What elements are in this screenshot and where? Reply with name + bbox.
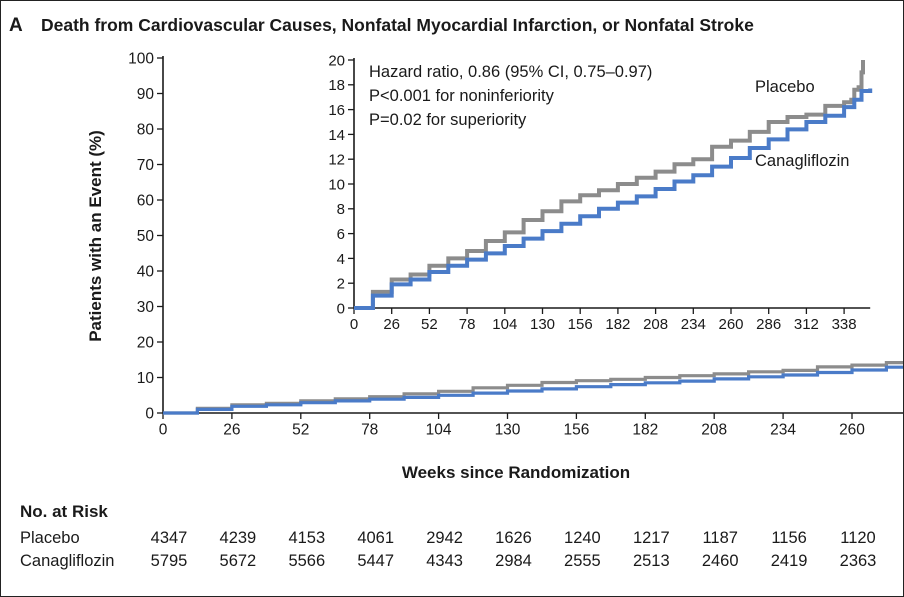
main-y-tick-label: 60 <box>137 193 155 210</box>
chart-title: Death from Cardiovascular Causes, Nonfat… <box>41 15 754 35</box>
inset-y-tick-label: 12 <box>328 152 345 169</box>
risk-cell: 2513 <box>633 552 670 570</box>
risk-cell: 1626 <box>495 529 532 547</box>
main-x-tick-label: 26 <box>223 422 240 439</box>
main-y-tick-label: 30 <box>137 299 155 316</box>
main-x-tick-label: 104 <box>426 422 452 439</box>
inset-y-tick-label: 8 <box>337 201 345 218</box>
inset-y-tick-label: 6 <box>337 226 345 243</box>
inset-y-tick-label: 2 <box>337 276 345 293</box>
inset-x-tick-label: 0 <box>350 316 358 333</box>
inset-x-tick-label: 286 <box>756 316 781 333</box>
risk-cell: 1120 <box>840 529 875 547</box>
inset-series-canagliflozin-line <box>354 88 873 310</box>
risk-table: Placebo 4347 4239 4153 4061 2942 1626 1240 1217 1… <box>20 529 877 570</box>
risk-cell: 2984 <box>495 552 532 570</box>
inset-annotation-hr: Hazard ratio, 0.86 (95% CI, 0.75–0.97) <box>369 63 652 81</box>
inset-x-tick-label: 104 <box>492 316 517 333</box>
risk-row-label: Canagliflozin <box>20 552 114 570</box>
main-series-placebo-line <box>163 361 903 415</box>
main-x-tick-label: 52 <box>292 422 309 439</box>
risk-cell: 2419 <box>771 552 808 570</box>
inset-x-tick-label: 26 <box>383 316 400 333</box>
risk-cell: 2555 <box>564 552 601 570</box>
inset-x-tick-label: 260 <box>718 316 743 333</box>
risk-table-heading: No. at Risk <box>20 502 108 521</box>
main-y-tick-label: 90 <box>137 86 155 103</box>
risk-cell: 1217 <box>633 529 670 547</box>
inset-axes: 0 26 52 78 104 130 156 182 208 234 260 286 312 338024… <box>328 52 871 333</box>
main-x-tick-label: 182 <box>632 422 658 439</box>
inset-y-tick-label: 16 <box>328 102 345 119</box>
inset-x-tick-label: 338 <box>832 316 857 333</box>
x-axis-label: Weeks since Randomization <box>402 463 630 482</box>
main-series-canagliflozin-line <box>163 365 903 415</box>
main-y-tick-label: 50 <box>137 228 155 245</box>
main-x-tick-label: 130 <box>495 422 521 439</box>
main-y-tick-label: 0 <box>145 406 154 423</box>
risk-cell: 5672 <box>220 552 257 570</box>
inset-annotation-superiority: P=0.02 for superiority <box>369 111 527 129</box>
inset-x-tick-label: 312 <box>794 316 819 333</box>
inset-x-tick-label: 156 <box>568 316 593 333</box>
main-x-tick-label: 260 <box>839 422 865 439</box>
risk-cell: 4347 <box>151 529 188 547</box>
inset-series <box>354 60 873 310</box>
risk-cell: 5566 <box>288 552 325 570</box>
main-y-tick-label: 70 <box>137 157 155 174</box>
risk-cell: 1240 <box>564 529 601 547</box>
risk-row-label: Placebo <box>20 529 80 547</box>
y-axis-label: Patients with an Event (%) <box>86 130 105 342</box>
risk-cell: 5795 <box>151 552 188 570</box>
inset-x-tick-label: 130 <box>530 316 555 333</box>
inset-x-tick-label: 52 <box>421 316 438 333</box>
main-x-tick-label: 78 <box>361 422 378 439</box>
main-x-tick-label: 208 <box>701 422 727 439</box>
inset-x-tick-label: 208 <box>643 316 668 333</box>
inset-label-canagliflozin: Canagliflozin <box>755 152 849 170</box>
risk-cell: 4153 <box>288 529 325 547</box>
main-y-tick-label: 100 <box>128 51 154 68</box>
inset-y-tick-label: 4 <box>337 251 345 268</box>
main-y-tick-label: 10 <box>137 370 155 387</box>
main-y-tick-label: 20 <box>137 335 155 352</box>
main-x-tick-label: 0 <box>159 422 168 439</box>
inset-x-tick-label: 234 <box>681 316 706 333</box>
risk-cell: 5447 <box>357 552 394 570</box>
risk-cell: 4239 <box>220 529 257 547</box>
main-x-tick-label: 234 <box>770 422 796 439</box>
inset-annotation-noninferiority: P<0.001 for noninferiority <box>369 87 555 105</box>
inset-y-tick-label: 10 <box>328 176 345 193</box>
panel-label: A <box>9 15 23 36</box>
main-axes: 0265278104130156182208234260286312338010… <box>128 51 903 439</box>
risk-cell: 2363 <box>840 552 877 570</box>
inset-series-placebo-line <box>354 60 865 310</box>
main-series <box>163 361 903 415</box>
inset-x-tick-label: 182 <box>605 316 630 333</box>
risk-cell: 1156 <box>771 529 806 547</box>
inset-y-tick-label: 14 <box>328 127 345 144</box>
inset-label-placebo: Placebo <box>755 78 815 96</box>
main-x-tick-label: 156 <box>563 422 589 439</box>
main-y-tick-label: 80 <box>137 122 155 139</box>
risk-cell: 1187 <box>702 529 737 547</box>
inset-x-tick-label: 78 <box>459 316 476 333</box>
inset-y-tick-label: 20 <box>328 52 345 69</box>
risk-cell: 4061 <box>357 529 394 547</box>
main-y-tick-label: 40 <box>137 264 155 281</box>
inset-y-tick-label: 18 <box>328 77 345 94</box>
inset-y-tick-label: 0 <box>337 300 345 317</box>
risk-cell: 4343 <box>426 552 463 570</box>
risk-cell: 2942 <box>426 529 463 547</box>
risk-cell: 2460 <box>702 552 739 570</box>
